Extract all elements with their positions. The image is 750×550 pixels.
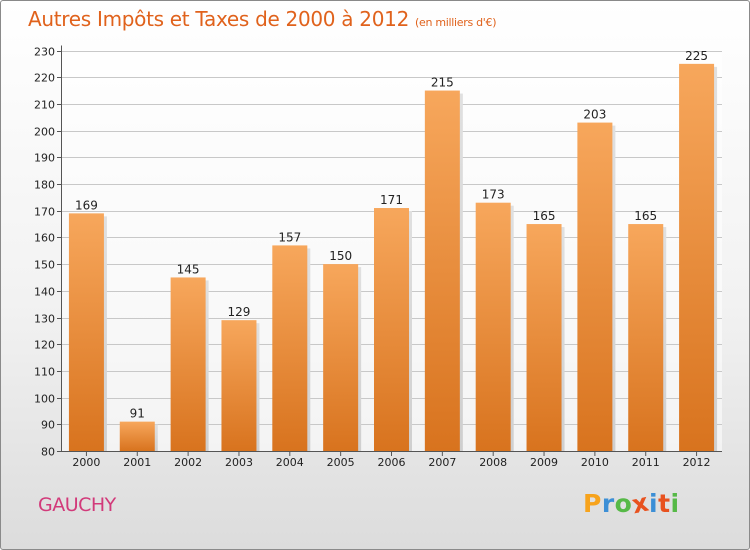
x-tick-label: 2009	[530, 456, 558, 469]
x-tick-label: 2006	[378, 456, 406, 469]
x-tick-label: 2004	[276, 456, 304, 469]
y-tick-label: 160	[34, 232, 55, 245]
logo-letter: P	[583, 489, 602, 518]
value-label: 215	[431, 76, 454, 90]
bars	[68, 63, 718, 452]
value-label: 165	[533, 209, 556, 223]
y-tick-label: 210	[34, 99, 55, 112]
value-label: 171	[380, 193, 403, 207]
value-label: 203	[583, 108, 606, 122]
bar-2004	[272, 245, 308, 451]
x-tick-label: 2002	[174, 456, 202, 469]
y-tick-label: 90	[41, 419, 55, 432]
axes	[57, 45, 722, 456]
commune-name: GAUCHY	[38, 494, 116, 516]
x-tick-label: 2000	[72, 456, 100, 469]
y-tick-label: 130	[34, 313, 55, 326]
x-tick-label: 2001	[123, 456, 151, 469]
y-tick-label: 140	[34, 286, 55, 299]
x-tick-label: 2005	[327, 456, 355, 469]
bar-2003	[221, 320, 257, 451]
x-tick-label: 2012	[683, 456, 711, 469]
x-tick-label: 2003	[225, 456, 253, 469]
chart-title-unit: (en milliers d'€)	[415, 16, 497, 29]
value-label: 129	[228, 305, 251, 319]
value-label: 145	[177, 262, 200, 276]
logo-letter: i	[670, 489, 680, 518]
logo-letter: i	[649, 489, 659, 518]
y-tick-label: 120	[34, 339, 55, 352]
logo-letter: r	[601, 489, 615, 518]
value-labels: 169 91 145 129 157 150 171 215 173 165 203 165 225	[75, 49, 708, 421]
y-tick-label: 110	[34, 366, 55, 379]
value-label: 150	[329, 249, 352, 263]
y-tick-label: 180	[34, 179, 55, 192]
x-axis-tick-labels: 2000 2001 2002 2003 2004 2005 2006 2007 2008 2009…	[72, 456, 710, 469]
bar-2001	[119, 421, 155, 451]
x-tick-label: 2011	[632, 456, 660, 469]
value-label: 173	[482, 188, 505, 202]
x-tick-label: 2007	[428, 456, 456, 469]
logo-letter: o	[614, 489, 633, 518]
bar-2006	[374, 208, 409, 451]
bar-2000	[68, 213, 104, 451]
y-tick-label: 220	[34, 72, 55, 85]
x-tick-label: 2010	[581, 456, 609, 469]
value-label: 91	[130, 407, 145, 421]
bar-2009	[526, 224, 562, 451]
y-tick-label: 80	[41, 446, 55, 459]
bar-2005	[323, 264, 359, 451]
y-axis-tick-labels: 80 90 100 110 120 130 140 150 160 170 180 190 200 210…	[34, 46, 55, 459]
proxiti-logo: Proxiti	[583, 488, 680, 520]
bar-2008	[475, 202, 511, 451]
y-tick-label: 170	[34, 206, 55, 219]
value-label: 225	[685, 49, 708, 63]
chart-title-main: Autres Impôts et Taxes de 2000 à 2012	[28, 7, 409, 31]
bar-2012	[679, 63, 715, 451]
bar-2010	[577, 122, 613, 451]
value-label: 169	[75, 198, 98, 212]
y-tick-label: 200	[34, 126, 55, 139]
y-tick-label: 230	[34, 46, 55, 59]
bar-2007	[424, 90, 460, 452]
value-label: 165	[634, 209, 657, 223]
logo-letter: t	[658, 489, 671, 518]
y-tick-label: 100	[34, 393, 55, 406]
y-tick-label: 150	[34, 259, 55, 272]
value-label: 157	[278, 230, 301, 244]
chart-title: Autres Impôts et Taxes de 2000 à 2012 (en…	[28, 7, 496, 31]
y-tick-label: 190	[34, 152, 55, 165]
x-tick-label: 2008	[479, 456, 507, 469]
bar-2002	[170, 277, 206, 451]
bar-2011	[628, 224, 664, 451]
